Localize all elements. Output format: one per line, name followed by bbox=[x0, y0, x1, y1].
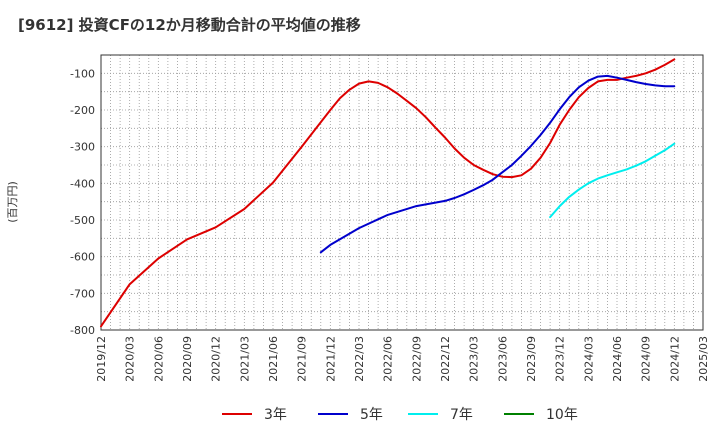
series-line-3 bbox=[549, 142, 676, 219]
x-tick-label: 2023/06 bbox=[496, 336, 509, 382]
x-axis: 2019/12 2020/03 2020/06 2020/09 2020/12 2021/… bbox=[95, 336, 710, 382]
x-tick-label: 2022/09 bbox=[410, 336, 423, 382]
y-tick-label: -300 bbox=[70, 141, 95, 154]
y-tick-label: -400 bbox=[70, 177, 95, 190]
series-group bbox=[100, 58, 676, 328]
x-tick-label: 2022/03 bbox=[353, 336, 366, 382]
y-tick-label: -700 bbox=[70, 287, 95, 300]
x-tick-label: 2022/12 bbox=[439, 336, 452, 382]
series-line-2 bbox=[319, 74, 676, 254]
x-tick-label: 2019/12 bbox=[95, 336, 108, 382]
grid bbox=[101, 55, 703, 330]
y-axis: -100 -200 -300 -400 -500 -600 -700 -800 bbox=[70, 67, 95, 337]
x-tick-label: 2021/06 bbox=[267, 336, 280, 382]
x-tick-label: 2024/06 bbox=[611, 336, 624, 382]
y-tick-label: -100 bbox=[70, 67, 95, 80]
x-tick-label: 2024/09 bbox=[640, 336, 653, 382]
x-tick-label: 2022/06 bbox=[382, 336, 395, 382]
x-tick-label: 2025/03 bbox=[697, 336, 710, 382]
x-tick-label: 2020/03 bbox=[124, 336, 137, 382]
x-tick-label: 2024/12 bbox=[668, 336, 681, 382]
y-tick-label: -500 bbox=[70, 214, 95, 227]
x-tick-label: 2020/12 bbox=[210, 336, 223, 382]
x-tick-label: 2023/09 bbox=[525, 336, 538, 382]
legend-label-3: 7年 bbox=[450, 407, 473, 423]
x-tick-label: 2021/12 bbox=[324, 336, 337, 382]
x-tick-label: 2024/03 bbox=[582, 336, 595, 382]
x-tick-label: 2023/12 bbox=[554, 336, 567, 382]
legend-label-1: 3年 bbox=[264, 407, 287, 423]
plot-frame bbox=[100, 54, 704, 331]
y-tick-label: -600 bbox=[70, 251, 95, 264]
legend-label-2: 5年 bbox=[360, 407, 383, 423]
legend: 3年 5年 7年 10年 bbox=[222, 407, 578, 423]
x-tick-label: 2021/03 bbox=[238, 336, 251, 382]
y-axis-label: (百万円) bbox=[6, 181, 19, 223]
y-tick-label: -800 bbox=[70, 324, 95, 337]
x-tick-label: 2021/09 bbox=[296, 336, 309, 382]
y-tick-label: -200 bbox=[70, 104, 95, 117]
series-line-1 bbox=[100, 58, 676, 328]
chart-title: [9612] 投資CFの12か月移動合計の平均値の推移 bbox=[18, 16, 361, 34]
x-tick-label: 2020/09 bbox=[181, 336, 194, 382]
x-tick-label: 2023/03 bbox=[468, 336, 481, 382]
legend-label-4: 10年 bbox=[546, 407, 578, 423]
x-tick-label: 2020/06 bbox=[152, 336, 165, 382]
